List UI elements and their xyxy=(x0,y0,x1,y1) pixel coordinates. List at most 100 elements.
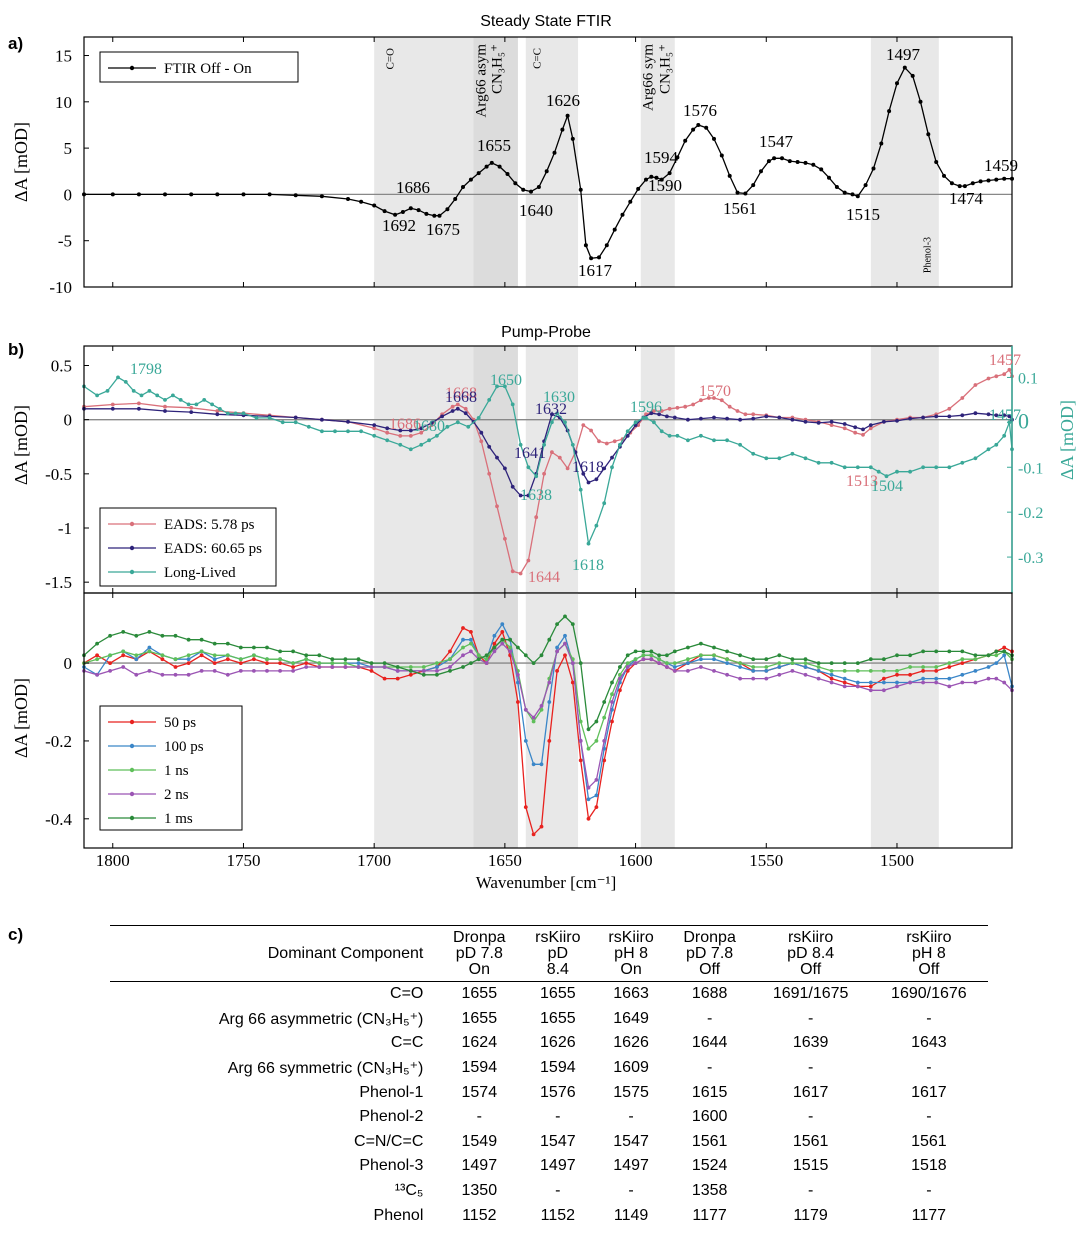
y-axis-label-b-top: ΔA [mOD] xyxy=(11,405,31,485)
data-point-b2-4 xyxy=(1002,649,1007,654)
legend-marker xyxy=(129,545,135,551)
peak-label: 1675 xyxy=(426,220,460,239)
table-cell: - xyxy=(706,1009,713,1027)
data-point-a-0 xyxy=(654,175,659,180)
shaded-band xyxy=(473,593,518,848)
table-row: Phenol-2 - - - 1600 - - xyxy=(110,1105,988,1130)
data-point-b2-3 xyxy=(751,676,756,681)
data-point-a-0 xyxy=(743,191,748,196)
data-point-b1-0 xyxy=(503,536,507,541)
data-point-b2-2 xyxy=(751,665,756,669)
header-line: On xyxy=(620,961,642,978)
table-cell: - xyxy=(807,1059,814,1077)
data-point-b1-2 xyxy=(829,460,834,465)
data-point-b1-1 xyxy=(882,419,886,424)
data-point-b2-1 xyxy=(764,669,769,673)
data-point-b2-4 xyxy=(934,649,939,654)
data-point-b2-2 xyxy=(908,665,912,669)
data-point-b2-4 xyxy=(369,661,374,665)
y-tick-label: -5 xyxy=(58,232,72,251)
data-point-b2-3 xyxy=(173,672,178,677)
data-point-b2-3 xyxy=(330,665,335,669)
data-point-b2-2 xyxy=(578,719,583,724)
data-point-b2-2 xyxy=(816,665,821,669)
peak-label: 1561 xyxy=(723,199,757,218)
data-point-b1-0 xyxy=(727,404,732,409)
table-cell: 1691/1675 xyxy=(772,985,849,1003)
data-point-a-0 xyxy=(583,243,588,248)
table-cell: 1576 xyxy=(540,1083,576,1101)
data-point-b1-2 xyxy=(555,411,559,416)
data-point-b2-3 xyxy=(531,715,536,720)
data-point-b1-2 xyxy=(855,465,860,470)
table-cell: 1609 xyxy=(613,1059,649,1077)
data-point-b2-4 xyxy=(291,649,295,654)
table-cell: 1655 xyxy=(461,985,498,1003)
data-point-a-0 xyxy=(902,65,907,70)
data-point-b1-2 xyxy=(633,420,638,425)
data-point-b1-1 xyxy=(503,466,507,471)
row-label: C=C xyxy=(390,1034,424,1052)
data-point-b2-1 xyxy=(594,793,599,798)
data-point-b1-2 xyxy=(921,465,925,470)
series-line-b2-4 xyxy=(83,615,1013,731)
data-point-b1-2 xyxy=(764,456,769,461)
data-point-b1-2 xyxy=(131,389,136,393)
data-point-a-0 xyxy=(827,175,831,180)
peak-label: 1504 xyxy=(871,478,903,495)
data-point-a-0 xyxy=(513,181,518,186)
data-point-a-0 xyxy=(346,197,350,201)
data-point-b2-0 xyxy=(492,641,497,646)
data-point-b1-0 xyxy=(398,434,403,438)
table-cell: - xyxy=(926,1009,932,1027)
table-cell: - xyxy=(706,1059,713,1077)
data-point-b2-2 xyxy=(855,669,860,673)
data-point-b2-0 xyxy=(225,657,230,662)
data-point-b2-0 xyxy=(160,657,165,662)
data-point-a-0 xyxy=(871,166,876,171)
table-cell: 1644 xyxy=(691,1034,728,1052)
data-point-b1-0 xyxy=(667,406,672,411)
data-point-b2-4 xyxy=(278,649,282,654)
data-point-b1-1 xyxy=(842,422,847,426)
data-point-b1-1 xyxy=(764,414,769,419)
data-point-b1-1 xyxy=(699,416,703,421)
data-point-b2-0 xyxy=(500,630,505,634)
data-point-b2-3 xyxy=(369,665,374,669)
data-point-b2-0 xyxy=(868,684,873,689)
data-point-a-0 xyxy=(787,159,792,164)
data-point-b2-2 xyxy=(278,657,282,662)
data-point-b2-3 xyxy=(435,669,439,673)
chart-title-a: Steady State FTIR xyxy=(480,13,612,30)
data-point-b2-2 xyxy=(134,653,139,658)
data-point-b1-2 xyxy=(578,487,583,492)
data-point-b2-3 xyxy=(641,657,646,662)
data-point-b2-1 xyxy=(435,665,439,669)
data-point-b1-0 xyxy=(510,569,515,574)
header-line: pD xyxy=(547,945,569,962)
header-line: Dronpa xyxy=(683,929,736,946)
data-point-b2-3 xyxy=(777,672,782,677)
data-point-b1-1 xyxy=(398,428,403,433)
data-point-b1-0 xyxy=(455,402,460,407)
data-point-b2-3 xyxy=(252,669,256,673)
row-label: Arg 66 symmetric (CN₃H₅⁺) xyxy=(227,1060,424,1078)
data-point-a-0 xyxy=(400,210,405,214)
data-point-b1-2 xyxy=(586,541,591,546)
data-point-b1-2 xyxy=(876,469,881,474)
data-point-b1-2 xyxy=(868,465,873,470)
data-point-b2-3 xyxy=(738,676,742,681)
data-point-b2-3 xyxy=(855,684,860,689)
data-point-b2-3 xyxy=(186,672,191,677)
data-point-b1-1 xyxy=(510,484,515,489)
data-point-b2-1 xyxy=(986,665,991,669)
data-point-b2-3 xyxy=(134,672,139,677)
data-point-b2-4 xyxy=(121,630,126,634)
data-point-b1-1 xyxy=(868,423,873,427)
table-cell: 1594 xyxy=(461,1059,498,1077)
data-point-b2-3 xyxy=(633,661,638,665)
header-line: On xyxy=(468,961,490,978)
data-point-b1-1 xyxy=(455,406,460,411)
table-row: C=O 1655 1655 1663 1688 1691/1675 1690/1676 xyxy=(110,982,988,1007)
data-point-a-0 xyxy=(597,255,601,260)
